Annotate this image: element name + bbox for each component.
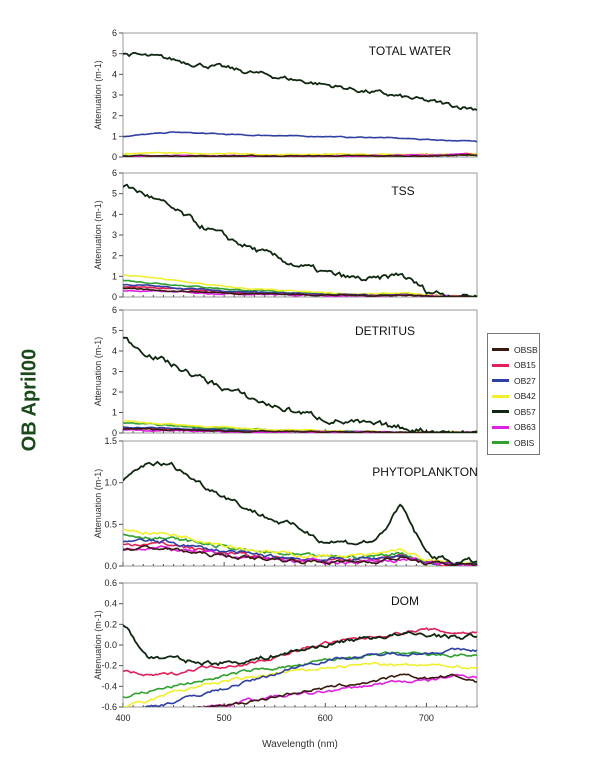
legend-item: OBSB <box>492 342 539 358</box>
x-tick-label: 700 <box>419 713 434 723</box>
series-line-ob42 <box>123 528 477 566</box>
series-line-obsb <box>123 153 477 157</box>
y-tick-label: 3 <box>112 90 117 100</box>
legend-item: OB27 <box>492 373 539 389</box>
y-tick-label: 5 <box>112 49 117 59</box>
legend-item: OB15 <box>492 358 539 374</box>
y-tick-label: -0.4 <box>101 681 117 691</box>
series-line-ob27 <box>140 647 477 707</box>
legend-item: OB42 <box>492 389 539 405</box>
x-axis-label: Wavelength (nm) <box>262 739 338 750</box>
panel-tss: 0 1 2 3 4 5 6 Attenuation (m-1) TSS <box>93 168 478 302</box>
legend-swatch <box>492 379 509 383</box>
series-line-ob27 <box>123 131 477 143</box>
y-axis-label: Attenuation (m-1) <box>93 610 103 680</box>
y-axis-label: Attenuation (m-1) <box>93 200 103 270</box>
series-line-obsb <box>123 287 477 297</box>
legend-item: OBIS <box>492 435 539 451</box>
y-tick-label: 0.2 <box>104 619 117 629</box>
y-tick-label: 1 <box>112 131 117 141</box>
x-tick-label: 400 <box>115 713 130 723</box>
series-line-ob57 <box>123 460 477 566</box>
y-tick-label: 0.0 <box>104 561 117 571</box>
y-tick-label: 5 <box>112 189 117 199</box>
y-tick-label: 6 <box>112 305 117 315</box>
x-tick-label: 600 <box>318 713 333 723</box>
y-tick-label: 1 <box>112 408 117 418</box>
legend-label: OB15 <box>514 360 536 371</box>
legend-item: OB63 <box>492 420 539 436</box>
plot-frame <box>122 582 478 708</box>
y-tick-label: 6 <box>112 28 117 38</box>
y-tick-label: 2 <box>112 251 117 261</box>
y-tick-label: 1 <box>112 271 117 281</box>
legend-label: OB42 <box>514 391 536 402</box>
y-tick-label: 0 <box>112 152 117 162</box>
legend-label: OB27 <box>514 375 536 386</box>
legend-swatch <box>492 441 509 445</box>
legend-swatch <box>492 394 509 398</box>
series-line-obis <box>123 651 477 699</box>
y-axis-label: Attenuation (m-1) <box>93 60 103 130</box>
legend-label: OB63 <box>514 422 536 433</box>
figure-title: OB April00 <box>18 348 41 452</box>
series-line-ob57 <box>123 183 477 297</box>
y-tick-label: 0.4 <box>104 599 117 609</box>
y-tick-label: 3 <box>112 230 117 240</box>
y-axis-label: Attenuation (m-1) <box>93 337 103 407</box>
y-tick-label: 0.5 <box>104 519 117 529</box>
y-tick-label: 6 <box>112 168 117 178</box>
series-line-ob42 <box>123 661 477 707</box>
plot-frame <box>122 309 478 434</box>
panel-phytoplankton: 0.0 0.5 1.0 1.5 Attenuation (m-1) PHYTOPLANKT… <box>93 436 478 571</box>
y-tick-label: 2 <box>112 387 117 397</box>
y-tick-label: 4 <box>112 69 117 79</box>
panel-title: TOTAL WATER <box>369 44 452 58</box>
series-line-obsb <box>123 427 477 433</box>
y-tick-label: -0.6 <box>101 702 117 712</box>
y-tick-label: 0 <box>112 292 117 302</box>
panel-title: TSS <box>391 184 414 198</box>
series-line-ob57 <box>123 51 477 111</box>
y-tick-label: 2 <box>112 111 117 121</box>
panel-dom: -0.6 -0.4 -0.2 0.0 0.2 0.4 0.6 Attenuation (m-1… <box>93 578 478 750</box>
y-tick-label: 0 <box>112 428 117 438</box>
y-tick-label: 1.5 <box>104 436 117 446</box>
legend-label: OBIS <box>514 437 535 448</box>
panel-title: DETRITUS <box>355 324 415 338</box>
legend-label: OB57 <box>514 406 536 417</box>
legend-swatch <box>492 348 509 352</box>
y-tick-label: 4 <box>112 209 117 219</box>
y-tick-label: 3 <box>112 367 117 377</box>
series-line-obis <box>123 533 477 566</box>
series-line-obsb <box>195 673 477 707</box>
y-tick-label: 0.6 <box>104 578 117 588</box>
series-line-ob42 <box>123 274 477 297</box>
legend-swatch <box>492 363 509 367</box>
y-tick-label: 5 <box>112 326 117 336</box>
panel-detritus: 0 1 2 3 4 5 6 Attenuation (m-1) DETRITUS <box>93 305 478 438</box>
plot-frame <box>122 172 478 298</box>
series-line-ob57 <box>123 336 477 433</box>
panel-title: DOM <box>391 594 419 608</box>
legend-label: OBSB <box>514 344 538 355</box>
y-axis-label: Attenuation (m-1) <box>93 469 103 539</box>
y-tick-label: -0.2 <box>101 661 117 671</box>
legend-swatch <box>492 425 509 429</box>
y-tick-label: 0.0 <box>104 640 117 650</box>
panel-title: PHYTOPLANKTON <box>372 465 478 479</box>
series-line-obsb <box>123 544 477 566</box>
legend-item: OB57 <box>492 404 539 420</box>
legend: OBSB OB15 OB27 OB42 OB57 OB63 OBIS <box>487 333 540 455</box>
legend-swatch <box>492 410 509 414</box>
x-tick-label: 500 <box>217 713 232 723</box>
y-tick-label: 4 <box>112 346 117 356</box>
series-line-ob57 <box>123 624 477 667</box>
y-tick-label: 1.0 <box>104 478 117 488</box>
panel-total-water: 0 1 2 3 4 5 6 Attenuation (m-1) TOTAL WATER <box>93 28 478 162</box>
